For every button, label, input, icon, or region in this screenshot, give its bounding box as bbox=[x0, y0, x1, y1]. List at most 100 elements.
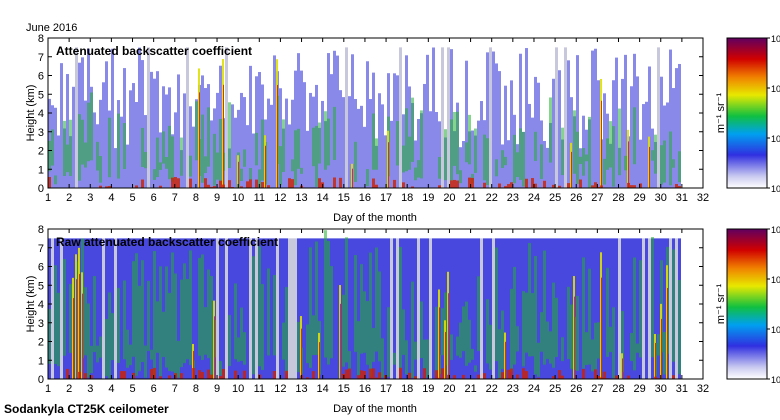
y-tick-label: 7 bbox=[38, 243, 44, 255]
x-tick-label: 19 bbox=[422, 383, 434, 395]
y-tick-label: 4 bbox=[38, 108, 44, 120]
x-tick-label: 11 bbox=[254, 383, 265, 395]
colorbar-tick-label: 10⁻⁶ bbox=[771, 134, 780, 144]
y-tick-label: 1 bbox=[38, 164, 44, 176]
x-tick-label: 25 bbox=[549, 192, 561, 204]
colorbar-tick-label: 10⁻⁴ bbox=[771, 34, 780, 44]
x-tick-label: 8 bbox=[193, 192, 199, 204]
y-tick-label: 0 bbox=[38, 183, 44, 195]
x-tick-label: 11 bbox=[254, 192, 265, 204]
x-tick-label: 12 bbox=[274, 383, 286, 395]
x-tick-label: 22 bbox=[486, 383, 498, 395]
x-tick-label: 30 bbox=[655, 192, 667, 204]
x-tick-label: 29 bbox=[633, 383, 645, 395]
x-tick-label: 24 bbox=[528, 192, 540, 204]
x-tick-label: 13 bbox=[295, 383, 307, 395]
x-tick-label: 18 bbox=[401, 192, 413, 204]
x-tick-label: 20 bbox=[443, 383, 455, 395]
x-tick-label: 25 bbox=[549, 383, 561, 395]
x-tick-label: 23 bbox=[507, 192, 519, 204]
x-tick-label: 22 bbox=[486, 192, 498, 204]
instrument-label: Sodankyla CT25K ceilometer bbox=[4, 402, 169, 416]
colorbar: 10⁻⁷ 10⁻⁶ 10⁻⁵ 10⁻⁴ m⁻¹ sr⁻¹ bbox=[715, 225, 780, 385]
x-tick-label: 14 bbox=[317, 192, 329, 204]
colorbar-tick-label: 10⁻⁴ bbox=[771, 225, 780, 235]
y-tick-label: 0 bbox=[38, 374, 44, 386]
y-axis-ticks: 0 1 2 3 4 5 6 7 8 bbox=[38, 33, 703, 195]
panel-title: Attenuated backscatter coefficient bbox=[56, 44, 252, 58]
colorbar-tick-label: 10⁻⁵ bbox=[771, 275, 780, 285]
y-tick-label: 6 bbox=[38, 71, 44, 83]
colorbar-tick-label: 10⁻⁷ bbox=[771, 375, 780, 385]
panel-title: Raw attenuated backscatter coefficient bbox=[56, 235, 278, 249]
x-tick-label: 27 bbox=[591, 192, 603, 204]
x-tick-label: 17 bbox=[380, 383, 392, 395]
x-tick-label: 21 bbox=[464, 383, 476, 395]
y-axis-label: Height (km) bbox=[25, 85, 37, 142]
panel-attenuated-backscatter: 1 2 3 4 5 6 7 8 9 10 11 12 13 14 15 16 17 18 19 20 21 22 23 24 2… bbox=[25, 33, 780, 224]
y-tick-label: 5 bbox=[38, 280, 44, 292]
raw-backscatter-heatmap bbox=[48, 230, 681, 379]
x-tick-label: 9 bbox=[214, 192, 220, 204]
x-tick-label: 31 bbox=[676, 192, 688, 204]
x-tick-label: 23 bbox=[507, 383, 519, 395]
y-tick-label: 8 bbox=[38, 224, 44, 236]
x-tick-label: 6 bbox=[151, 383, 157, 395]
y-tick-label: 8 bbox=[38, 33, 44, 45]
panel-raw-attenuated-backscatter: 1 2 3 4 5 6 7 8 9 10 11 12 13 14 15 16 17 18 19 20 21 22 23 24 2… bbox=[25, 224, 780, 415]
y-tick-label: 2 bbox=[38, 146, 44, 158]
x-tick-label: 15 bbox=[338, 383, 350, 395]
x-tick-label: 10 bbox=[232, 192, 244, 204]
x-tick-label: 27 bbox=[591, 383, 603, 395]
backscatter-heatmap bbox=[48, 47, 681, 189]
y-tick-label: 7 bbox=[38, 52, 44, 64]
x-tick-label: 1 bbox=[45, 192, 51, 204]
x-tick-label: 32 bbox=[697, 383, 709, 395]
colorbar-unit: m⁻¹ sr⁻¹ bbox=[715, 284, 727, 325]
x-tick-label: 8 bbox=[193, 383, 199, 395]
x-tick-label: 19 bbox=[422, 192, 434, 204]
x-tick-label: 6 bbox=[151, 192, 157, 204]
x-tick-label: 10 bbox=[232, 383, 244, 395]
colorbar-unit: m⁻¹ sr⁻¹ bbox=[715, 93, 727, 134]
x-tick-label: 14 bbox=[317, 383, 329, 395]
x-tick-label: 7 bbox=[172, 192, 178, 204]
x-tick-label: 5 bbox=[129, 383, 135, 395]
colorbar-tick-label: 10⁻⁷ bbox=[771, 184, 780, 194]
x-tick-label: 3 bbox=[87, 192, 93, 204]
y-tick-label: 3 bbox=[38, 318, 44, 330]
x-tick-label: 4 bbox=[108, 383, 114, 395]
x-tick-label: 31 bbox=[676, 383, 688, 395]
x-tick-label: 16 bbox=[359, 383, 371, 395]
x-tick-label: 18 bbox=[401, 383, 413, 395]
x-tick-label: 32 bbox=[697, 192, 709, 204]
x-tick-label: 16 bbox=[359, 192, 371, 204]
x-tick-label: 29 bbox=[633, 192, 645, 204]
y-tick-label: 6 bbox=[38, 262, 44, 274]
colorbar-tick-label: 10⁻⁵ bbox=[771, 84, 780, 94]
x-tick-label: 21 bbox=[464, 192, 476, 204]
y-tick-label: 3 bbox=[38, 127, 44, 139]
x-tick-label: 2 bbox=[66, 192, 72, 204]
x-tick-label: 5 bbox=[129, 192, 135, 204]
colorbar-scale bbox=[726, 37, 768, 189]
x-tick-label: 12 bbox=[274, 192, 286, 204]
colorbar-tick-label: 10⁻⁶ bbox=[771, 325, 780, 335]
y-axis-label: Height (km) bbox=[25, 276, 37, 333]
x-tick-label: 28 bbox=[612, 383, 624, 395]
x-tick-label: 28 bbox=[612, 192, 624, 204]
x-tick-label: 2 bbox=[66, 383, 72, 395]
y-axis-ticks: 0 1 2 3 4 5 6 7 8 bbox=[38, 224, 703, 386]
x-tick-label: 17 bbox=[380, 192, 392, 204]
x-axis-label: Day of the month bbox=[333, 403, 417, 415]
period-label: June 2016 bbox=[26, 22, 77, 34]
x-tick-label: 4 bbox=[108, 192, 114, 204]
x-tick-label: 15 bbox=[338, 192, 350, 204]
x-axis-ticks: 1 2 3 4 5 6 7 8 9 10 11 12 13 14 15 16 17 18 19 20 21 22 23 24 2… bbox=[45, 229, 709, 395]
x-tick-label: 30 bbox=[655, 383, 667, 395]
x-tick-label: 1 bbox=[45, 383, 51, 395]
x-axis-ticks: 1 2 3 4 5 6 7 8 9 10 11 12 13 14 15 16 17 18 19 20 21 22 23 24 2… bbox=[45, 38, 709, 204]
x-tick-label: 9 bbox=[214, 383, 220, 395]
x-tick-label: 13 bbox=[295, 192, 307, 204]
